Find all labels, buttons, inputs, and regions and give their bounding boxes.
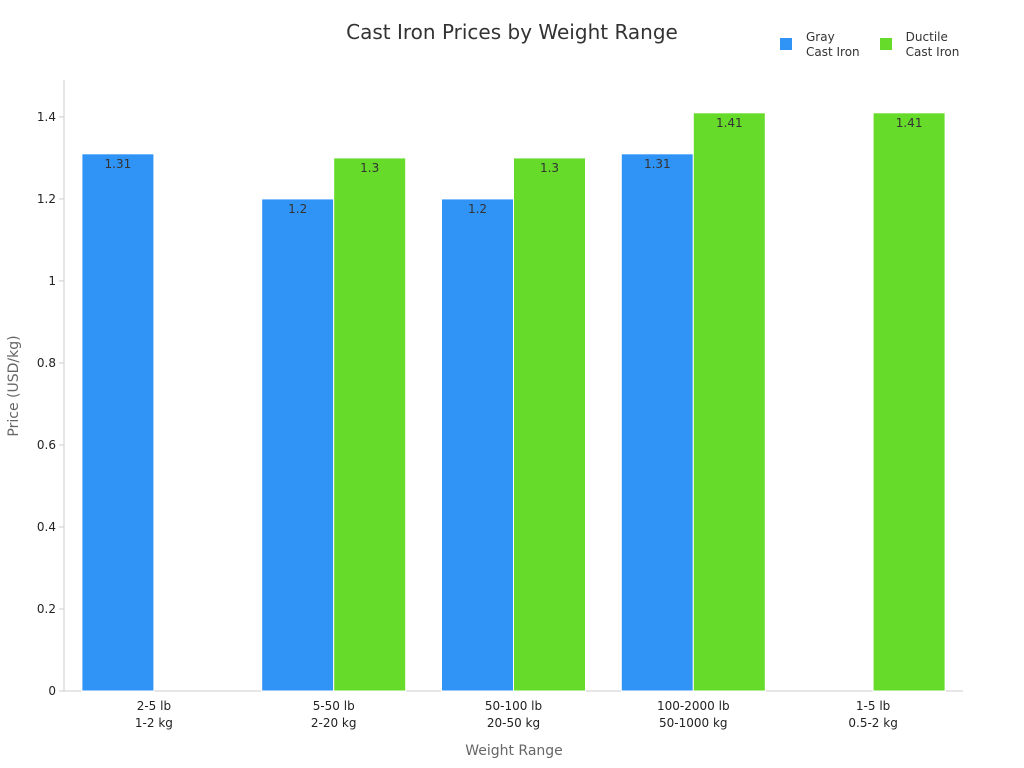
legend: Gray Cast Iron Ductile Cast Iron: [780, 30, 959, 60]
x-tick-label-line1: 50-100 lb: [485, 699, 542, 713]
bar-ductile[interactable]: [872, 112, 946, 692]
chart-title: Cast Iron Prices by Weight Range: [346, 20, 678, 44]
y-tick-label: 0.2: [37, 602, 56, 616]
y-tick-label: 0: [48, 684, 56, 698]
y-tick-label: 1.2: [37, 192, 56, 206]
y-tick-label: 1: [48, 274, 56, 288]
bar-ductile[interactable]: [333, 157, 407, 692]
legend-swatch-gray: [780, 38, 792, 50]
bar-ductile[interactable]: [513, 157, 586, 692]
y-tick-label: 0.6: [37, 438, 56, 452]
bar-value-label: 1.2: [468, 202, 487, 216]
bar-gray[interactable]: [81, 153, 155, 692]
x-tick-label-line1: 2-5 lb: [137, 699, 171, 713]
bar-gray[interactable]: [620, 153, 694, 692]
y-tick-label: 0.4: [37, 520, 56, 534]
bar-value-label: 1.41: [896, 116, 923, 130]
x-tick-label-line2: 20-50 kg: [487, 716, 540, 730]
legend-item-gray[interactable]: Gray Cast Iron: [780, 30, 860, 60]
bar-value-label: 1.31: [105, 157, 132, 171]
x-tick-label-line2: 0.5-2 kg: [848, 716, 897, 730]
x-tick-label-line2: 50-1000 kg: [659, 716, 728, 730]
x-tick-label-line1: 5-50 lb: [313, 699, 355, 713]
legend-label-gray: Gray Cast Iron: [806, 30, 860, 59]
y-tick-label: 0.8: [37, 356, 56, 370]
legend-swatch-ductile: [879, 38, 892, 50]
bar-gray[interactable]: [441, 198, 514, 692]
bar-ductile[interactable]: [692, 112, 766, 692]
bar-gray[interactable]: [261, 198, 335, 692]
x-tick-label-line2: 2-20 kg: [311, 716, 357, 730]
bar-value-label: 1.3: [360, 161, 379, 175]
bar-value-label: 1.31: [644, 157, 671, 171]
x-tick-label-line1: 1-5 lb: [856, 699, 890, 713]
bar-value-label: 1.2: [288, 202, 307, 216]
bar-value-label: 1.3: [540, 161, 559, 175]
legend-item-ductile[interactable]: Ductile Cast Iron: [879, 30, 960, 60]
x-tick-label-line1: 100-2000 lb: [657, 699, 730, 713]
bar-value-label: 1.41: [716, 116, 743, 130]
x-tick-label-line2: 1-2 kg: [135, 716, 173, 730]
y-axis-title: Price (USD/kg): [6, 335, 22, 436]
legend-label-ductile: Ductile Cast Iron: [905, 30, 960, 59]
plot-area: 0 0.2 0.4 0.6 0.8 1 1.2 1.4 1.31 2-5 lb 1-2 kg 1.2 1…: [37, 80, 963, 730]
y-tick-label: 1.4: [37, 110, 56, 124]
x-axis-title: Weight Range: [465, 743, 563, 759]
